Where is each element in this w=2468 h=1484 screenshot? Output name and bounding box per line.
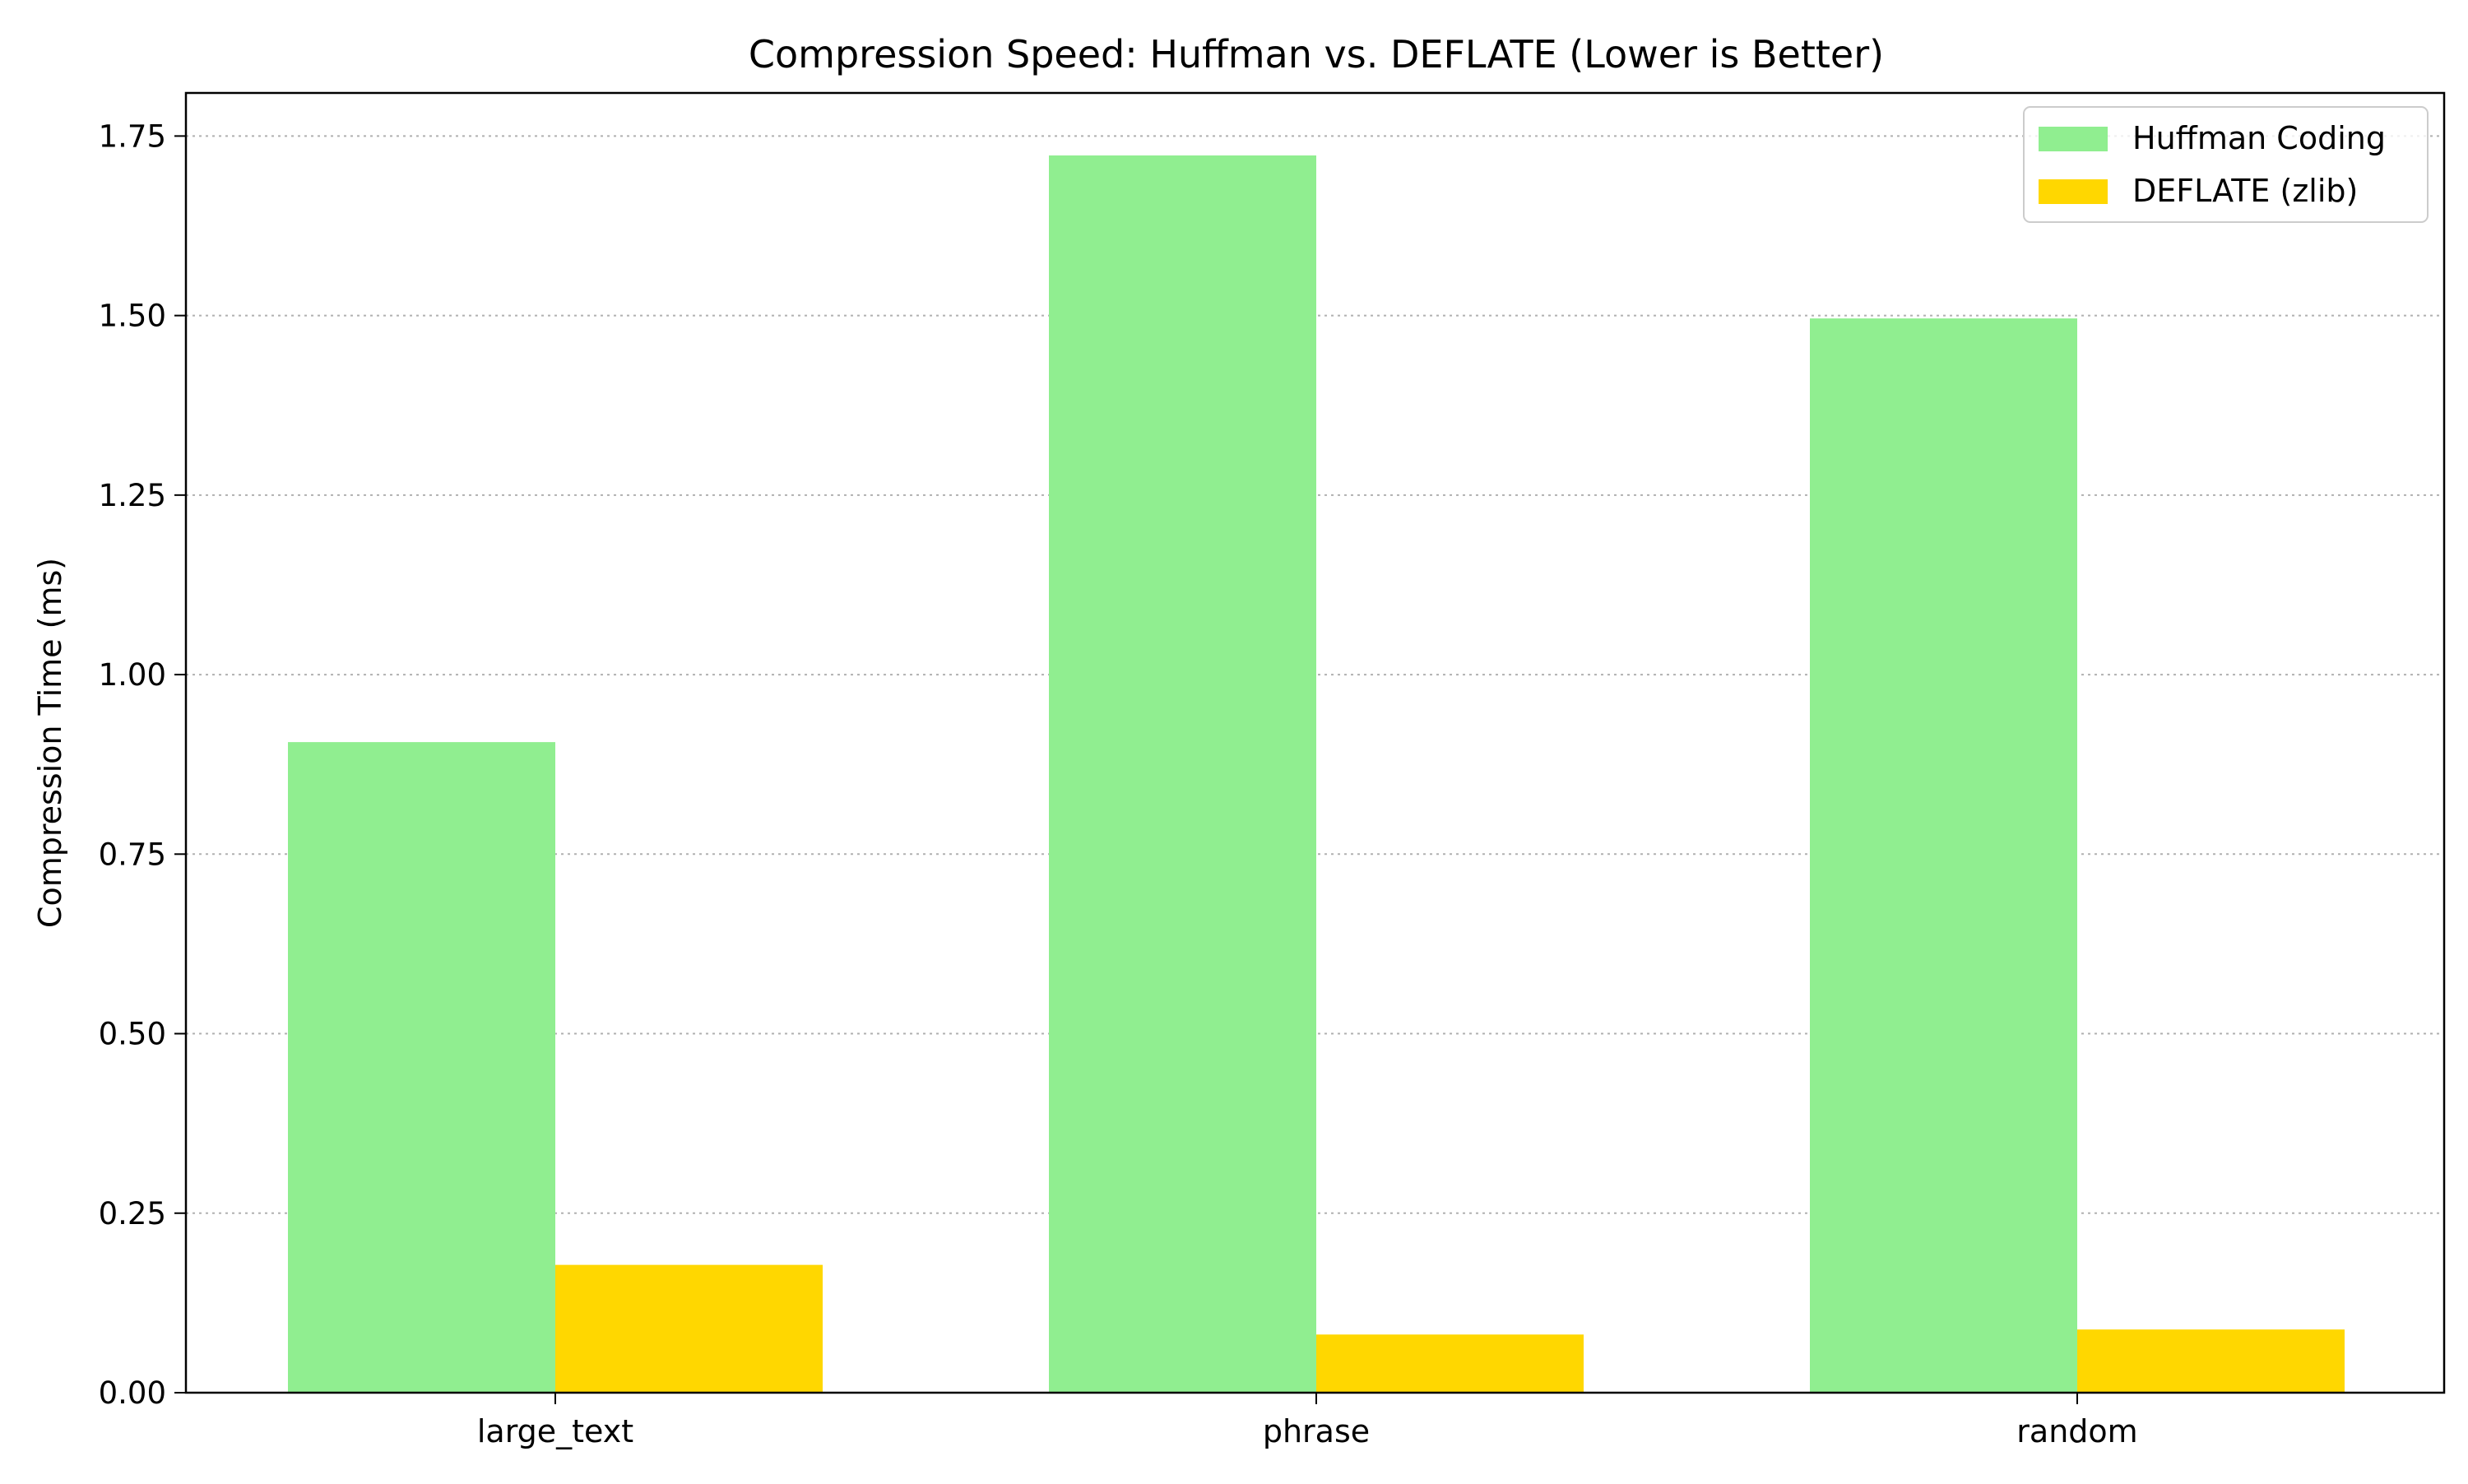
y-tick-label: 0.50 xyxy=(99,1017,166,1052)
bar-huffman-large_text xyxy=(288,742,555,1393)
bars xyxy=(288,155,2345,1394)
legend: Huffman Coding DEFLATE (zlib) xyxy=(2023,106,2429,223)
y-tick-label: 0.00 xyxy=(99,1375,166,1411)
y-tick-label: 0.75 xyxy=(99,837,166,872)
x-tick-label: random xyxy=(2016,1413,2137,1449)
legend-swatch xyxy=(2039,179,2108,204)
y-tick-label: 1.00 xyxy=(99,657,166,693)
y-axis-ticks: 0.00 0.25 0.50 0.75 1.00 1.25 1.50 1.75 xyxy=(99,118,186,1411)
y-tick-label: 1.75 xyxy=(99,118,166,154)
x-tick-label: large_text xyxy=(477,1413,633,1449)
y-tick-label: 1.50 xyxy=(99,299,166,334)
y-axis-label: Compression Time (ms) xyxy=(32,558,68,928)
gridlines xyxy=(186,135,2444,1214)
bar-deflate-large_text xyxy=(555,1264,823,1393)
legend-swatch xyxy=(2039,127,2108,151)
legend-label: DEFLATE (zlib) xyxy=(2132,173,2358,209)
y-tick-label: 0.25 xyxy=(99,1196,166,1231)
x-tick-label: phrase xyxy=(1263,1413,1370,1449)
y-tick-label: 1.25 xyxy=(99,478,166,513)
bar-huffman-random xyxy=(1810,318,2077,1393)
plot-frame xyxy=(184,91,2446,1394)
chart-title: Compression Speed: Huffman vs. DEFLATE (… xyxy=(749,32,1884,77)
legend-label: Huffman Coding xyxy=(2132,120,2386,156)
bar-huffman-phrase xyxy=(1049,155,1316,1394)
bar-deflate-phrase xyxy=(1316,1334,1584,1393)
legend-box xyxy=(2023,106,2429,223)
bar-deflate-random xyxy=(2077,1329,2345,1393)
x-axis-ticks: large_text phrase random xyxy=(477,1393,2138,1449)
